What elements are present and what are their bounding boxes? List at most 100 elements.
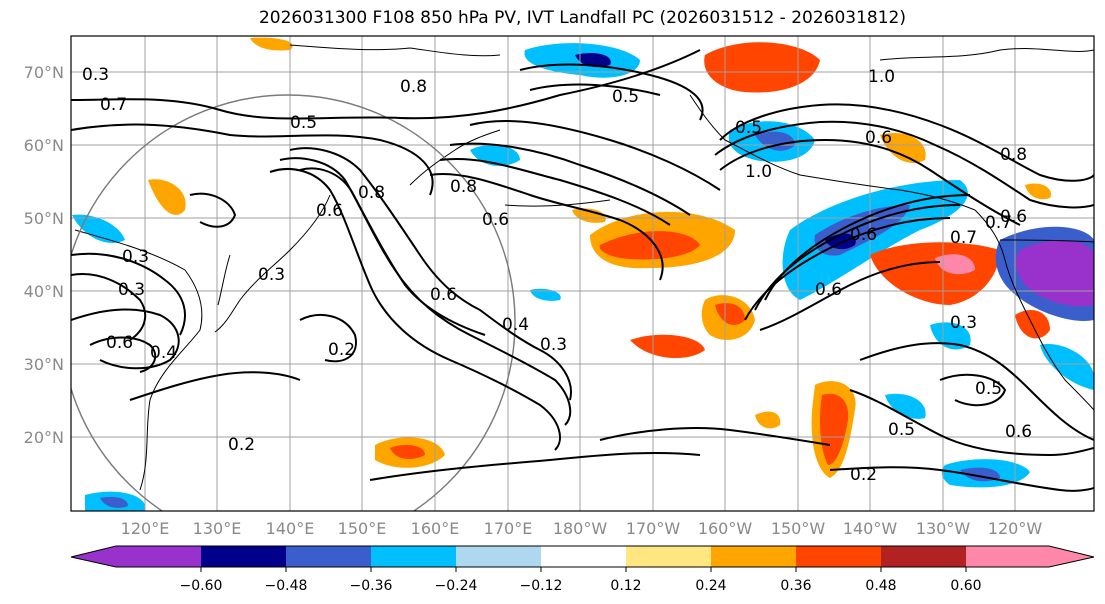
coastline-asia-mainland — [74, 229, 203, 491]
pv-contour — [289, 147, 572, 401]
colorbar-tick-label: 0.48 — [865, 578, 896, 594]
pv-contour — [89, 336, 157, 373]
colorbar-outline — [70, 545, 1095, 568]
colorbar-swatch — [286, 546, 371, 567]
contour-label: 0.7 — [100, 95, 127, 115]
lat-label: 60°N — [24, 136, 64, 155]
pv-contour — [299, 167, 486, 336]
contour-label: 0.6 — [865, 128, 892, 148]
pv-positive-region — [148, 179, 186, 215]
pv-negative-region — [1040, 344, 1094, 390]
pv-positive-region — [704, 42, 820, 93]
lon-label: 120°E — [121, 519, 170, 538]
map-title: 2026031300 F108 850 hPa PV, IVT Landfall… — [258, 8, 906, 28]
lat-label: 70°N — [24, 63, 64, 82]
coastline-aleutians — [504, 199, 611, 207]
colorbar-swatch — [966, 546, 1049, 567]
colorbar-swatch — [881, 546, 966, 567]
contour-label: 0.3 — [258, 265, 285, 285]
contour-label: 0.7 — [985, 213, 1012, 233]
colorbar-tick-label: 0.36 — [780, 578, 811, 594]
pv-positive-region — [390, 444, 425, 460]
lat-label: 30°N — [24, 355, 64, 374]
colorbar-tick-label: 0.12 — [610, 578, 641, 594]
contour-label: 0.5 — [735, 118, 762, 138]
contour-label: 0.7 — [950, 228, 977, 248]
pv-contours — [71, 49, 1094, 492]
coastlines — [74, 44, 1094, 491]
pv-contour — [129, 371, 301, 401]
pv-positive-region — [880, 132, 926, 163]
contour-label: 0.4 — [502, 315, 529, 335]
pv-negative-region — [1015, 240, 1094, 307]
contour-label: 0.6 — [430, 285, 457, 305]
contour-label: 0.8 — [450, 177, 477, 197]
lon-label: 150°W — [771, 519, 826, 538]
lon-label: 130°W — [916, 519, 971, 538]
contour-label: 0.5 — [290, 113, 317, 133]
lon-label: 160°E — [411, 519, 460, 538]
coastline-north-america — [974, 209, 1094, 411]
contour-label: 0.8 — [1000, 145, 1027, 165]
lat-label: 50°N — [24, 209, 64, 228]
colorbar-tick-label: −0.12 — [520, 578, 563, 594]
contour-label: 0.8 — [400, 77, 427, 97]
pv-contour — [469, 120, 721, 191]
coastline-siberia — [289, 44, 501, 57]
pv-negative-region — [575, 53, 611, 68]
pv-contour — [369, 451, 701, 481]
contour-label: 0.6 — [482, 210, 509, 230]
plot-frame — [70, 35, 1095, 512]
coastline-canada-north — [879, 48, 1094, 61]
contour-label: 0.2 — [228, 435, 255, 455]
pv-negative-region — [782, 180, 968, 300]
lon-label: 140°E — [266, 519, 315, 538]
lon-label: 130°E — [193, 519, 242, 538]
colorbar-tick-label: −0.48 — [265, 578, 308, 594]
pv-positive-region — [715, 303, 745, 325]
domain-circle — [71, 94, 516, 511]
contour-label: 0.8 — [358, 183, 385, 203]
pv-positive-region — [820, 393, 849, 465]
colorbar-swatch — [711, 546, 796, 567]
colorbar-tick-label: 0.24 — [695, 578, 726, 594]
pv-negative-region — [825, 233, 856, 250]
pv-negative-region — [530, 288, 561, 301]
pv-contour — [71, 252, 186, 336]
pv-contour — [439, 158, 671, 226]
longitude-labels: 120°E 130°E 140°E 150°E 160°E 170°E 180°… — [121, 519, 1043, 538]
lon-label: 140°W — [843, 519, 898, 538]
colorbar-swatch — [116, 546, 201, 567]
pv-positive-region — [599, 231, 700, 260]
lon-label: 150°E — [338, 519, 387, 538]
pv-negative-region — [885, 393, 926, 419]
pv-positive-region — [630, 334, 705, 359]
colorbar-swatch — [371, 546, 456, 567]
pv-positive-region — [755, 411, 781, 429]
colorbar-tick-label: −0.36 — [350, 578, 393, 594]
contour-labels: 0.5 0.7 0.5 0.8 0.5 1.0 0.6 1.0 0.8 0.6 … — [82, 65, 1032, 485]
colorbar-swatch — [456, 546, 541, 567]
contour-label: 0.6 — [815, 280, 842, 300]
pv-contour — [714, 120, 1094, 209]
lon-label: 120°W — [988, 519, 1043, 538]
pv-contour — [71, 273, 147, 341]
lon-label: 160°W — [698, 519, 753, 538]
pv-contour — [299, 314, 357, 363]
contour-label: 0.2 — [850, 465, 877, 485]
pv-contour — [719, 103, 1094, 182]
pv-contour — [449, 142, 691, 216]
colorbar-tick-label: −0.60 — [180, 578, 223, 594]
contour-label: 1.0 — [745, 162, 772, 182]
colorbar-swatch — [71, 546, 116, 567]
contour-label: 0.3 — [122, 247, 149, 267]
pv-contour — [744, 217, 951, 321]
pv-contour — [599, 427, 831, 446]
pv-contour — [269, 168, 561, 451]
pv-shading — [72, 37, 1094, 511]
contour-label: 0.5 — [612, 87, 639, 107]
pv-positive-region — [250, 37, 293, 51]
pv-contour — [859, 342, 1094, 441]
contour-label: 0.6 — [850, 225, 877, 245]
lat-label: 20°N — [24, 428, 64, 447]
